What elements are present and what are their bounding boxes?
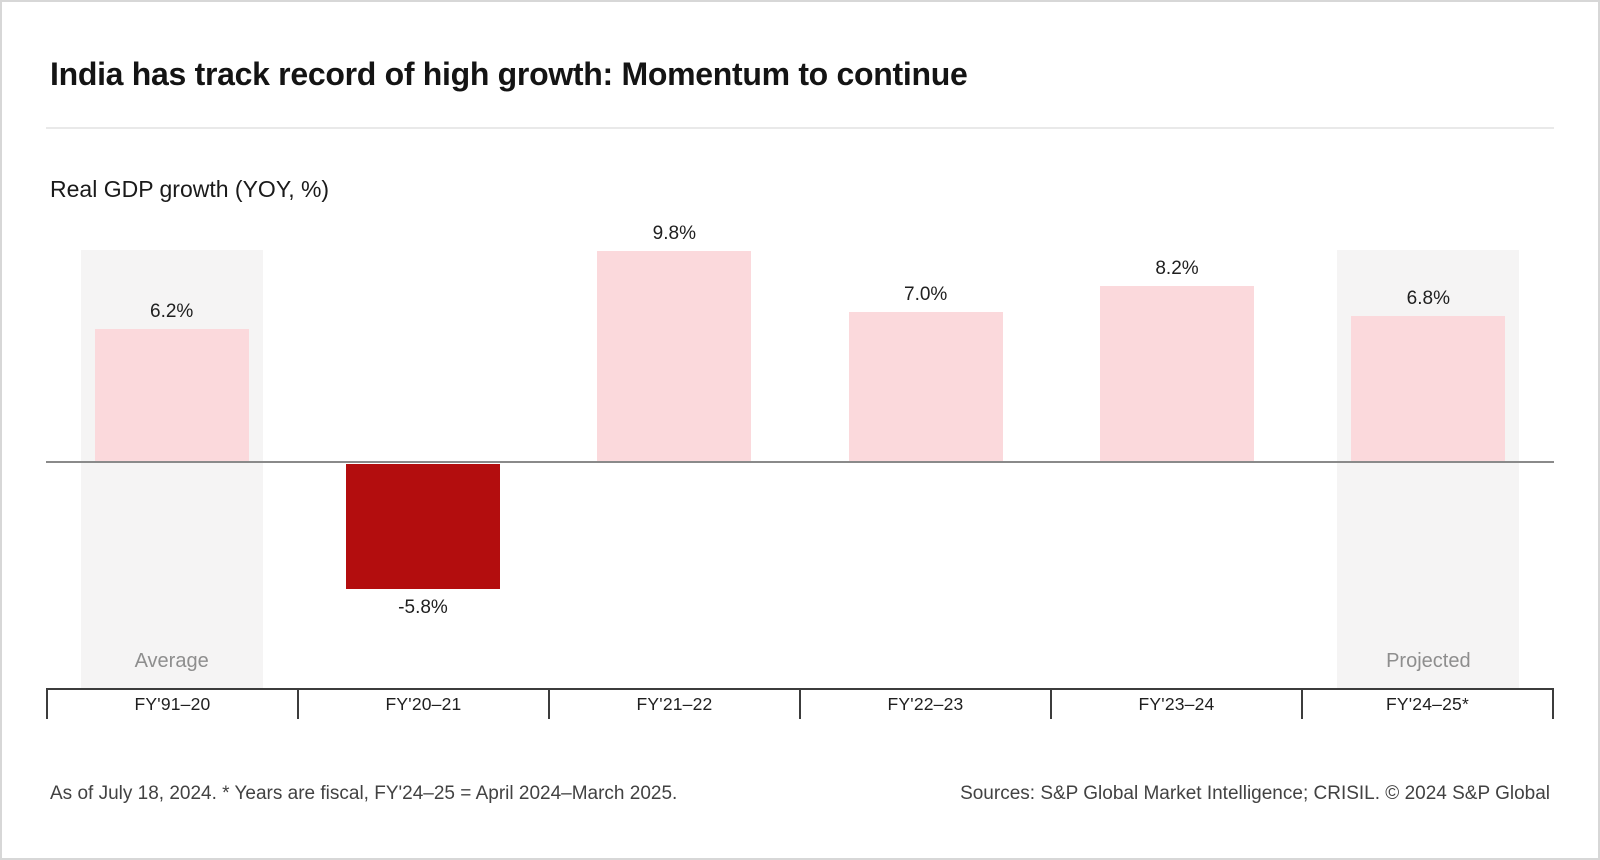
bar-value-label: 6.2%	[150, 300, 194, 322]
page-title: India has track record of high growth: M…	[50, 56, 968, 92]
x-axis: FY'91–20 FY'20–21 FY'21–22 FY'22–23 FY'23–24…	[46, 688, 1554, 719]
x-axis-cell: FY'23–24	[1052, 690, 1303, 719]
bar-value-label: 6.8%	[1406, 287, 1450, 309]
bar-value-label: 8.2%	[1155, 257, 1199, 279]
zero-axis-line	[46, 461, 1554, 463]
x-axis-cell: FY'24–25*	[1303, 690, 1552, 719]
bar	[1100, 285, 1254, 462]
title-divider	[46, 127, 1554, 129]
x-axis-cell: FY'22–23	[801, 690, 1052, 719]
plot-area: Average Projected 6.2% -5.8% 9.8% 7.0% 8.2% 6.…	[46, 223, 1554, 720]
x-axis-label: FY'20–21	[385, 694, 462, 714]
x-axis-label: FY'91–20	[134, 694, 211, 714]
x-axis-cell: FY'20–21	[299, 690, 550, 719]
sources-note: Sources: S&P Global Market Intelligence;…	[960, 783, 1550, 804]
highlight-band	[80, 250, 263, 688]
x-axis-cell: FY'21–22	[550, 690, 801, 719]
bar-value-label: 9.8%	[652, 223, 696, 245]
x-axis-label: FY'23–24	[1138, 694, 1215, 714]
x-axis-label: FY'22–23	[887, 694, 964, 714]
bar	[94, 328, 249, 462]
chart-subtitle: Real GDP growth (YOY, %)	[50, 176, 330, 202]
bar	[848, 311, 1003, 462]
x-axis-cell: FY'91–20	[48, 690, 299, 719]
footnote: As of July 18, 2024. * Years are fiscal,…	[50, 783, 678, 804]
bar-value-label: -5.8%	[398, 596, 448, 618]
band-annotation-label: Average	[134, 650, 209, 672]
bar-value-label: 7.0%	[904, 283, 948, 305]
x-axis-label: FY'21–22	[636, 694, 713, 714]
bar	[597, 251, 752, 462]
bar	[346, 464, 500, 589]
bar	[1351, 315, 1506, 462]
band-annotation-label: Projected	[1386, 650, 1471, 672]
x-axis-label: FY'24–25*	[1386, 694, 1469, 714]
